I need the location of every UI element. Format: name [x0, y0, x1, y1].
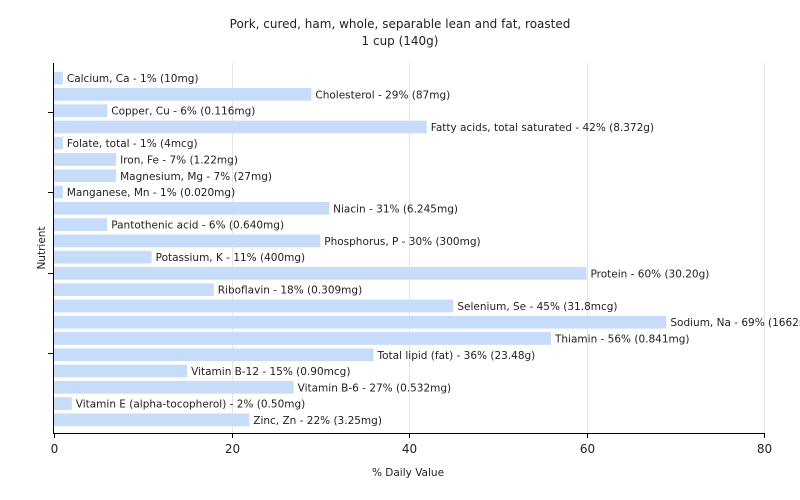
bar-label: Potassium, K - 11% (400mg) [156, 252, 306, 264]
bar-label: Fatty acids, total saturated - 42% (8.37… [431, 122, 654, 134]
y-axis-label: Nutrient [36, 226, 48, 269]
bar [54, 169, 117, 183]
bar-label: Thiamin - 56% (0.841mg) [554, 334, 690, 346]
bar [54, 413, 250, 427]
bar-label: Phosphorus, P - 30% (300mg) [324, 236, 480, 248]
bar [54, 71, 63, 85]
x-tick-label: 20 [225, 442, 240, 456]
bar [54, 185, 63, 199]
bar [54, 234, 321, 248]
bar-label: Protein - 60% (30.20g) [591, 268, 710, 280]
x-tick-label: 60 [580, 442, 595, 456]
bar-label: Vitamin B-6 - 27% (0.532mg) [298, 382, 452, 394]
bar-label: Niacin - 31% (6.245mg) [333, 203, 458, 215]
bar-label: Vitamin E (alpha-tocopherol) - 2% (0.50m… [76, 399, 306, 411]
bar-label: Iron, Fe - 7% (1.22mg) [120, 155, 238, 167]
bar [54, 201, 330, 215]
chart-subtitle: 1 cup (140g) [362, 34, 439, 48]
chart-title: Pork, cured, ham, whole, separable lean … [230, 17, 571, 31]
bar-label: Copper, Cu - 6% (0.116mg) [111, 106, 255, 118]
bar-label: Total lipid (fat) - 36% (23.48g) [377, 350, 536, 362]
bar [54, 283, 214, 297]
bar-label: Vitamin B-12 - 15% (0.90mcg) [191, 366, 350, 378]
bar [54, 250, 152, 264]
bar [54, 120, 427, 134]
x-tick-label: 80 [757, 442, 772, 456]
bar [54, 153, 117, 166]
y-axis-ticks [48, 112, 53, 354]
bar [54, 88, 312, 101]
bar [54, 315, 667, 329]
bar [54, 397, 72, 410]
bar [54, 218, 108, 231]
x-tick-label: 0 [51, 442, 59, 456]
bar-label: Sodium, Na - 69% (1662mg) [670, 317, 800, 329]
bars [54, 71, 667, 427]
bar [54, 364, 188, 378]
bar-label: Cholesterol - 29% (87mg) [315, 89, 450, 101]
bar-label: Manganese, Mn - 1% (0.020mg) [67, 187, 235, 199]
x-axis-ticks: 0 20 40 60 80 [51, 433, 772, 456]
bar-label: Zinc, Zn - 22% (3.25mg) [253, 415, 382, 427]
bar-label: Pantothenic acid - 6% (0.640mg) [111, 220, 284, 232]
bar [54, 136, 63, 150]
bar [54, 299, 454, 313]
bar [54, 332, 551, 345]
bar-label: Riboflavin - 18% (0.309mg) [218, 285, 362, 297]
x-axis-label: % Daily Value [372, 467, 444, 479]
bar [54, 267, 587, 280]
x-tick-label: 40 [402, 442, 417, 456]
bar [54, 104, 108, 118]
bar-label: Selenium, Se - 45% (31.8mcg) [457, 301, 617, 313]
bar-labels: Calcium, Ca - 1% (10mg) Cholesterol - 29%… [67, 73, 800, 427]
bar-label: Folate, total - 1% (4mcg) [67, 138, 198, 150]
bar [54, 380, 294, 394]
bar-label: Magnesium, Mg - 7% (27mg) [120, 171, 272, 183]
bar [54, 348, 374, 362]
bar-label: Calcium, Ca - 1% (10mg) [67, 73, 199, 85]
